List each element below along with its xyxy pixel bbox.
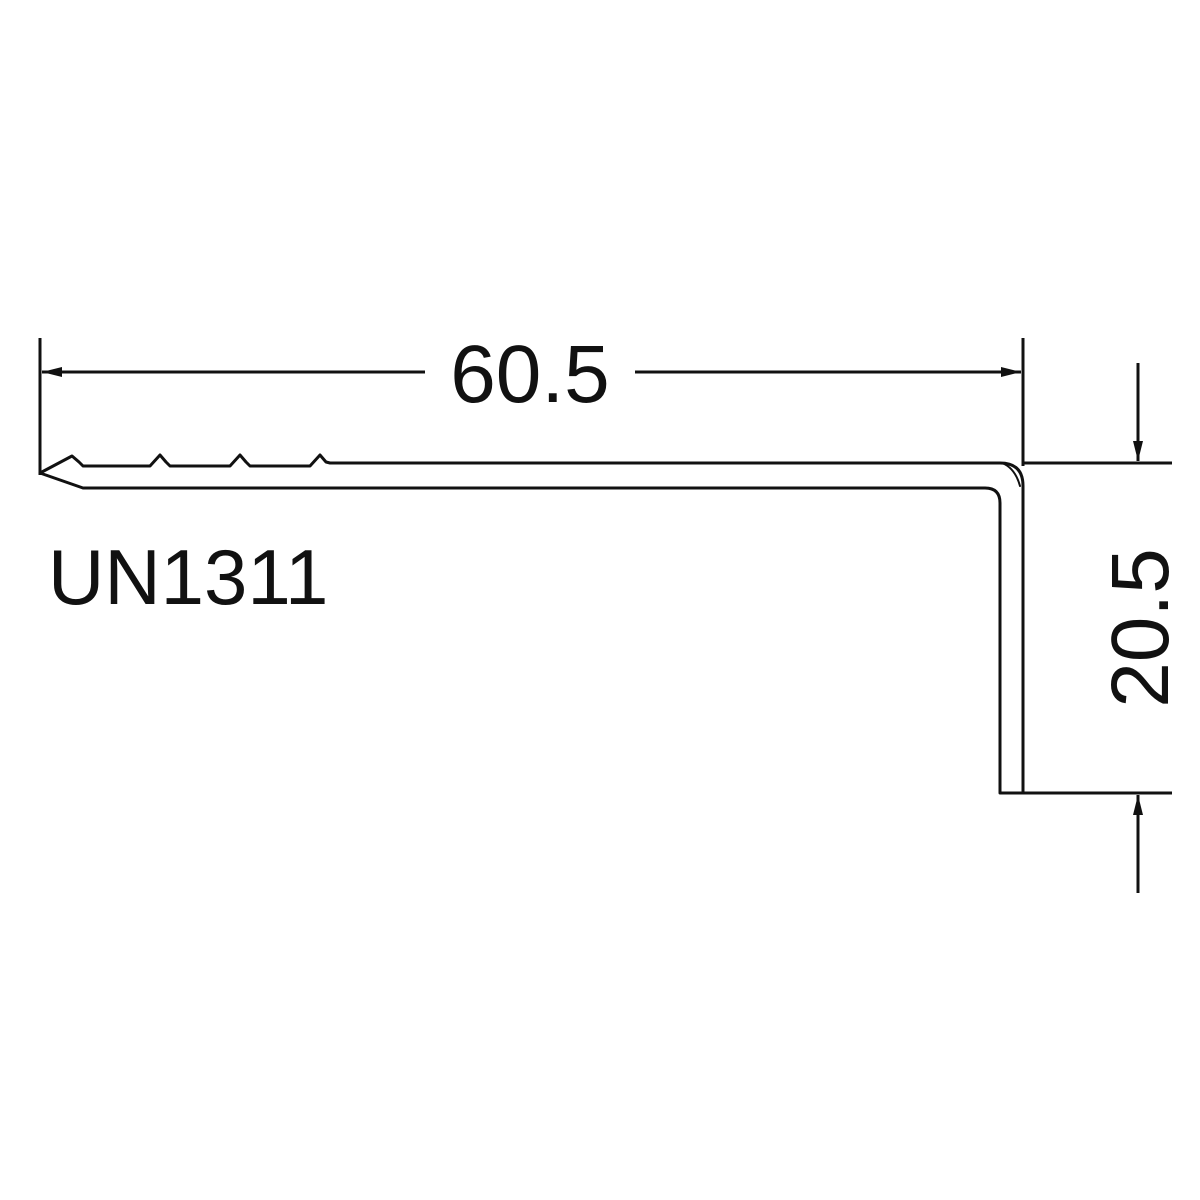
height-dimension: 20.5 (1000, 363, 1186, 893)
profile-bend-detail (1001, 462, 1021, 487)
width-dimension-label: 60.5 (450, 329, 610, 420)
height-dimension-label: 20.5 (1095, 548, 1186, 708)
part-code-label: UN1311 (48, 533, 328, 621)
profile-bottom-edge (38, 471, 1025, 795)
width-dimension: 60.5 (38, 329, 1025, 475)
profile-top-edge (38, 453, 1025, 795)
profile-outline (38, 453, 1025, 795)
